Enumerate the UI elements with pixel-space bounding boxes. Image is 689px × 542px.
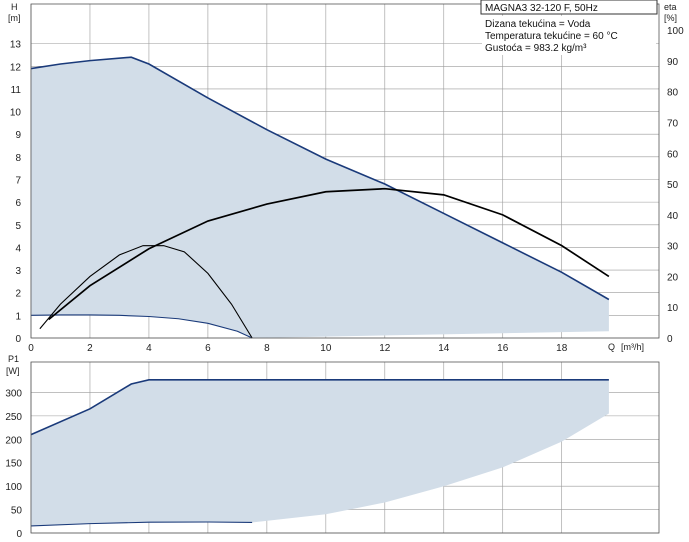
info-temperature: Temperatura tekućine = 60 °C bbox=[485, 31, 618, 42]
info-box-bg bbox=[482, 16, 656, 55]
min-power-curve bbox=[30, 521, 253, 527]
x-tick-label: 14 bbox=[438, 343, 450, 354]
y-axis-unit-h: [m] bbox=[8, 13, 21, 23]
eta-max-curve bbox=[48, 187, 610, 321]
x-tick-label: 2 bbox=[87, 343, 93, 354]
y-tick-label: 2 bbox=[15, 289, 21, 300]
y-tick-label: 0 bbox=[15, 334, 21, 345]
y2-tick-label: 90 bbox=[667, 57, 679, 68]
y2-tick-label: 40 bbox=[667, 211, 679, 222]
y2-tick-label: 70 bbox=[667, 119, 679, 130]
info-liquid: Dizana tekućina = Voda bbox=[485, 19, 591, 30]
y2-axis-title-eta: eta bbox=[664, 2, 677, 12]
title-box bbox=[480, 0, 658, 15]
y-axis-title-p1: P1 bbox=[8, 354, 19, 364]
y-tick-label: 11 bbox=[11, 85, 22, 96]
y-tick-label: 9 bbox=[15, 130, 21, 141]
p1-tick-label: 0 bbox=[16, 529, 22, 540]
y2-axis-unit-eta: [%] bbox=[664, 13, 677, 23]
x-tick-label: 0 bbox=[28, 343, 34, 354]
curves bbox=[30, 56, 610, 527]
y-tick-label: 12 bbox=[10, 62, 22, 73]
y2-tick-label: 30 bbox=[667, 242, 679, 253]
y2-tick-label: 100 bbox=[667, 26, 684, 37]
y-tick-label: 5 bbox=[15, 221, 21, 232]
max-head-curve bbox=[30, 56, 610, 301]
top-panel-frame bbox=[30, 3, 660, 339]
p1-tick-label: 150 bbox=[5, 459, 22, 470]
p1-tick-label: 250 bbox=[5, 412, 22, 423]
x-tick-label: 4 bbox=[146, 343, 152, 354]
power-operating-range bbox=[31, 379, 609, 526]
p1-tick-label: 100 bbox=[5, 482, 22, 493]
panel-frames bbox=[30, 3, 660, 534]
y-tick-label: 3 bbox=[15, 266, 21, 277]
x-axis-unit-q: [m³/h] bbox=[621, 342, 644, 352]
y2-tick-label: 60 bbox=[667, 149, 679, 160]
y-tick-label: 10 bbox=[10, 108, 22, 119]
y2-tick-label: 80 bbox=[667, 88, 679, 99]
y2-tick-label: 50 bbox=[667, 180, 679, 191]
y-tick-label: 1 bbox=[15, 311, 21, 322]
x-tick-label: 6 bbox=[205, 343, 211, 354]
y-tick-label: 7 bbox=[15, 175, 21, 186]
p1-tick-label: 50 bbox=[11, 506, 23, 517]
y-tick-label: 8 bbox=[15, 153, 21, 164]
y2-tick-label: 20 bbox=[667, 272, 679, 283]
x-tick-label: 8 bbox=[264, 343, 270, 354]
y-axis-title-h: H bbox=[11, 2, 18, 12]
p1-tick-label: 300 bbox=[5, 388, 22, 399]
tick-labels: 0 2 4 6 8 10 12 14 16 180123456789101112130102030… bbox=[5, 26, 684, 540]
info-density: Gustoća = 983.2 kg/m³ bbox=[485, 43, 587, 54]
x-tick-label: 18 bbox=[556, 343, 568, 354]
eta-min-curve bbox=[39, 245, 253, 339]
head-operating-range bbox=[31, 57, 609, 338]
x-axis-title-q: Q bbox=[608, 342, 615, 352]
y-tick-label: 4 bbox=[15, 243, 21, 254]
max-power-curve bbox=[30, 379, 609, 436]
x-tick-label: 10 bbox=[320, 343, 332, 354]
chart-title: MAGNA3 32-120 F, 50Hz bbox=[485, 3, 598, 14]
y2-tick-label: 0 bbox=[667, 334, 673, 345]
x-tick-label: 16 bbox=[497, 343, 509, 354]
min-head-curve bbox=[30, 314, 253, 339]
operating-range-fills bbox=[31, 57, 609, 526]
y-tick-label: 6 bbox=[15, 198, 21, 209]
x-tick-label: 12 bbox=[379, 343, 391, 354]
y-tick-label: 13 bbox=[10, 40, 22, 51]
y-axis-unit-p1: [W] bbox=[6, 366, 20, 376]
y2-tick-label: 10 bbox=[667, 303, 679, 314]
bottom-panel-frame bbox=[30, 361, 660, 534]
p1-tick-label: 200 bbox=[5, 435, 22, 446]
